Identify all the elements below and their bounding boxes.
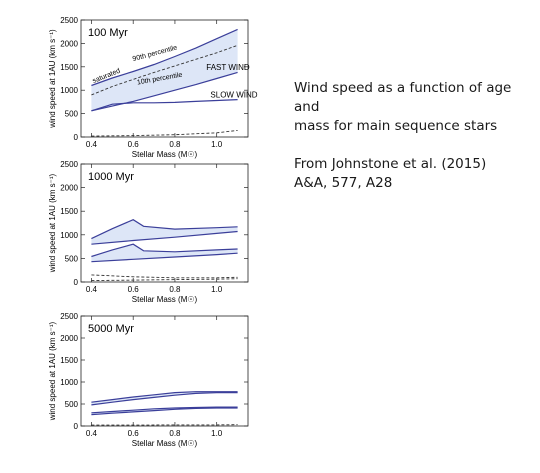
series-line	[91, 252, 238, 263]
shaded-region	[91, 244, 238, 262]
y-tick-label: 0	[74, 278, 79, 287]
caption-line-1: Wind speed as a function of age and	[294, 80, 512, 115]
y-tick-label: 2500	[60, 16, 78, 25]
x-axis-label: Stellar Mass (M☉)	[132, 295, 198, 304]
x-tick-label: 0.8	[169, 285, 181, 294]
series-line	[91, 230, 238, 245]
y-tick-label: 1500	[60, 63, 78, 72]
y-tick-label: 1500	[60, 207, 78, 216]
shaded-region	[91, 219, 238, 245]
y-tick-label: 2500	[60, 312, 78, 321]
y-tick-label: 500	[65, 110, 79, 119]
y-tick-label: 500	[65, 254, 79, 263]
panel-title: 100 Myr	[88, 27, 128, 39]
series-line	[91, 99, 238, 112]
caption-block: Wind speed as a function of age and mass…	[294, 79, 534, 193]
x-tick-label: 0.6	[128, 285, 140, 294]
reference-line-1: From Johnstone et al. (2015)	[294, 156, 487, 172]
plot-frame	[80, 315, 249, 427]
x-tick-label: 0.6	[128, 429, 140, 438]
y-tick-label: 500	[65, 400, 79, 409]
series-line	[91, 392, 238, 406]
y-axis-label: wind speed at 1AU (km s⁻¹)	[48, 29, 57, 129]
plot-frame	[80, 19, 249, 138]
reference-line-2: A&A, 577, A28	[294, 175, 393, 191]
panel-title: 1000 Myr	[88, 171, 134, 183]
series-line	[91, 71, 238, 112]
series-line	[91, 407, 238, 416]
y-tick-label: 0	[74, 422, 79, 431]
shaded-region	[91, 29, 238, 111]
series-line	[91, 406, 238, 414]
series-line	[91, 274, 238, 279]
y-tick-label: 0	[74, 133, 79, 142]
x-tick-label: 1.0	[211, 140, 223, 149]
x-tick-label: 0.4	[86, 285, 98, 294]
x-tick-label: 0.4	[86, 429, 98, 438]
chart-panel-1: 0 500 1000 1500 2000 2500 0.4 0.6 0.8 1.0 100 Myr S…	[48, 16, 258, 159]
x-tick-label: 0.6	[128, 140, 140, 149]
y-tick-label: 2000	[60, 184, 78, 193]
x-tick-label: 1.0	[211, 285, 223, 294]
series-line	[91, 129, 238, 137]
chart-panel-2: 0 500 1000 1500 2000 2500 0.4 0.6 0.8 1.0 1000 Myr…	[48, 160, 249, 304]
series-line	[91, 44, 238, 96]
series-line	[91, 28, 238, 87]
series-line	[91, 278, 238, 282]
y-tick-label: 1000	[60, 378, 78, 387]
x-tick-label: 1.0	[211, 429, 223, 438]
caption-line-2: mass for main sequence stars	[294, 118, 498, 134]
chart-panel-3: 0 500 1000 1500 2000 2500 0.4 0.6 0.8 1.0 5000 Myr…	[48, 312, 249, 448]
y-axis-label: wind speed at 1AU (km s⁻¹)	[48, 321, 57, 421]
x-tick-label: 0.8	[169, 429, 181, 438]
y-axis-label: wind speed at 1AU (km s⁻¹)	[48, 173, 57, 273]
series-line	[91, 391, 238, 403]
y-tick-label: 1500	[60, 356, 78, 365]
annotation-label: FAST WIND	[206, 63, 250, 72]
x-axis-label: Stellar Mass (M☉)	[132, 150, 198, 159]
y-tick-label: 2000	[60, 39, 78, 48]
x-axis-label: Stellar Mass (M☉)	[132, 439, 198, 448]
y-tick-label: 2500	[60, 160, 78, 169]
plot-frame	[80, 163, 249, 283]
y-tick-label: 1000	[60, 231, 78, 240]
x-tick-label: 0.8	[169, 140, 181, 149]
charts-figure: 0 500 1000 1500 2000 2500 0.4 0.6 0.8 1.0 100 Myr S…	[48, 16, 258, 448]
panel-title: 5000 Myr	[88, 323, 134, 335]
x-tick-label: 0.4	[86, 140, 98, 149]
series-line	[91, 219, 238, 240]
y-tick-label: 2000	[60, 334, 78, 343]
shaded-region	[91, 391, 238, 405]
y-tick-label: 1000	[60, 86, 78, 95]
annotation-label: SLOW WIND	[210, 91, 257, 100]
series-line	[91, 243, 238, 258]
